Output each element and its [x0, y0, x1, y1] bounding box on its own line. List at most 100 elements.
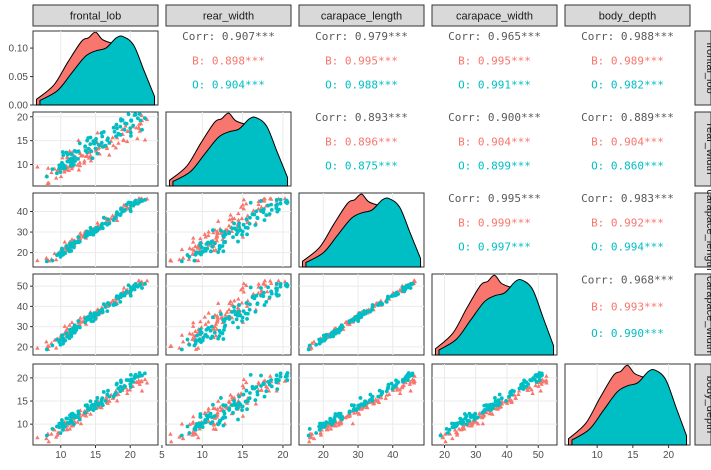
scatter-point [191, 414, 196, 419]
scatter-point [530, 391, 535, 395]
scatter-point [222, 415, 226, 419]
scatter-point [198, 319, 203, 324]
strip-right [694, 273, 711, 356]
scatter-point [261, 382, 266, 386]
correlation-overall: Corr: 0.907*** [182, 30, 275, 43]
scatter-point [497, 404, 502, 409]
scatter-points-group [35, 371, 150, 444]
scatter-point [400, 383, 405, 388]
scatter-point [221, 423, 226, 428]
scatter-point [69, 420, 74, 424]
scatter-point [103, 394, 109, 399]
scatter-point [252, 212, 257, 217]
scatter-point [365, 309, 370, 314]
scatter-point [85, 315, 90, 320]
scatter-point [221, 403, 226, 408]
scatter-point [216, 250, 221, 255]
scatter-points-group [168, 278, 290, 352]
scatter-point [444, 427, 449, 431]
scatter-point [411, 379, 416, 384]
scatter-point [525, 387, 530, 392]
y-tick-label: 20 [17, 373, 29, 384]
scatter-point [390, 387, 395, 392]
scatter-point [121, 138, 127, 143]
x-tick-label: 15 [90, 450, 102, 461]
scatter-point [196, 345, 201, 350]
scatter-point [240, 319, 244, 323]
scatter-point [364, 404, 370, 409]
scatter-point [252, 296, 257, 301]
scatter-point [197, 247, 203, 252]
scatter-point [93, 228, 98, 232]
strip-label-top: carapace_width [456, 11, 533, 23]
scatter-point [245, 232, 249, 237]
scatter-point [128, 126, 133, 130]
scatter-point [115, 294, 119, 299]
scatter-point [72, 422, 76, 427]
scatter-point [60, 165, 65, 170]
scatter-point [226, 399, 232, 403]
scatter-point [248, 200, 253, 205]
scatter-point [402, 378, 407, 382]
scatter-point [76, 235, 81, 239]
scatter-point [44, 259, 49, 264]
scatter-point [211, 228, 215, 233]
scatter-point [443, 439, 448, 444]
scatter-point [142, 281, 147, 286]
strip-label-top: body_depth [599, 11, 657, 23]
scatter-point [376, 394, 381, 399]
scatter-point [50, 167, 55, 172]
scatter-point [240, 234, 246, 239]
scatter-point [237, 394, 241, 399]
scatter-point [197, 424, 202, 429]
scatter-point [467, 419, 472, 423]
scatter-point [73, 326, 77, 331]
scatter-point [206, 326, 210, 331]
scatter-point [332, 328, 337, 333]
scatter-point [221, 249, 226, 254]
scatter-point [78, 230, 83, 235]
strip-right [694, 363, 711, 446]
scatter-point [206, 229, 211, 234]
scatter-point [266, 203, 271, 208]
scatter-point [538, 388, 543, 393]
scatter-point [179, 259, 184, 264]
y-tick-label: 30 [17, 322, 29, 333]
scatter-point [285, 371, 290, 375]
scatter-points-group [168, 371, 290, 444]
scatter-point [269, 281, 274, 285]
scatter-point [237, 303, 241, 307]
scatter-point [75, 162, 80, 167]
scatter-point [504, 399, 509, 403]
scatter-point [193, 244, 198, 249]
y-tick-label: 15 [17, 397, 29, 408]
scatter-point [62, 239, 67, 244]
scatter-point [274, 373, 279, 378]
scatter-point [179, 247, 185, 252]
scatter-point [306, 347, 311, 352]
scatter-point [45, 181, 50, 185]
scatter-point [285, 378, 290, 383]
correlation-group-B: B: 0.896*** [325, 135, 398, 148]
scatter-point [389, 381, 394, 386]
y-tick-label: 10 [17, 420, 29, 431]
scatter-points-group [306, 371, 417, 444]
scatter-point [135, 136, 140, 141]
scatter-point [405, 378, 410, 383]
scatter-point [259, 288, 264, 293]
correlation-group-O: O: 0.991*** [458, 79, 531, 92]
correlation-group-O: O: 0.860*** [591, 160, 664, 173]
scatter-point [447, 431, 453, 436]
scatter-point [133, 281, 138, 286]
scatter-point [35, 258, 40, 263]
scatter-point [236, 417, 240, 422]
scatter-point [69, 334, 74, 339]
scatter-point [452, 425, 457, 429]
scatter-point [480, 410, 485, 415]
scatter-point [245, 316, 249, 321]
scatter-point [537, 371, 542, 375]
scatter-point [544, 378, 549, 383]
scatter-point [311, 339, 317, 344]
